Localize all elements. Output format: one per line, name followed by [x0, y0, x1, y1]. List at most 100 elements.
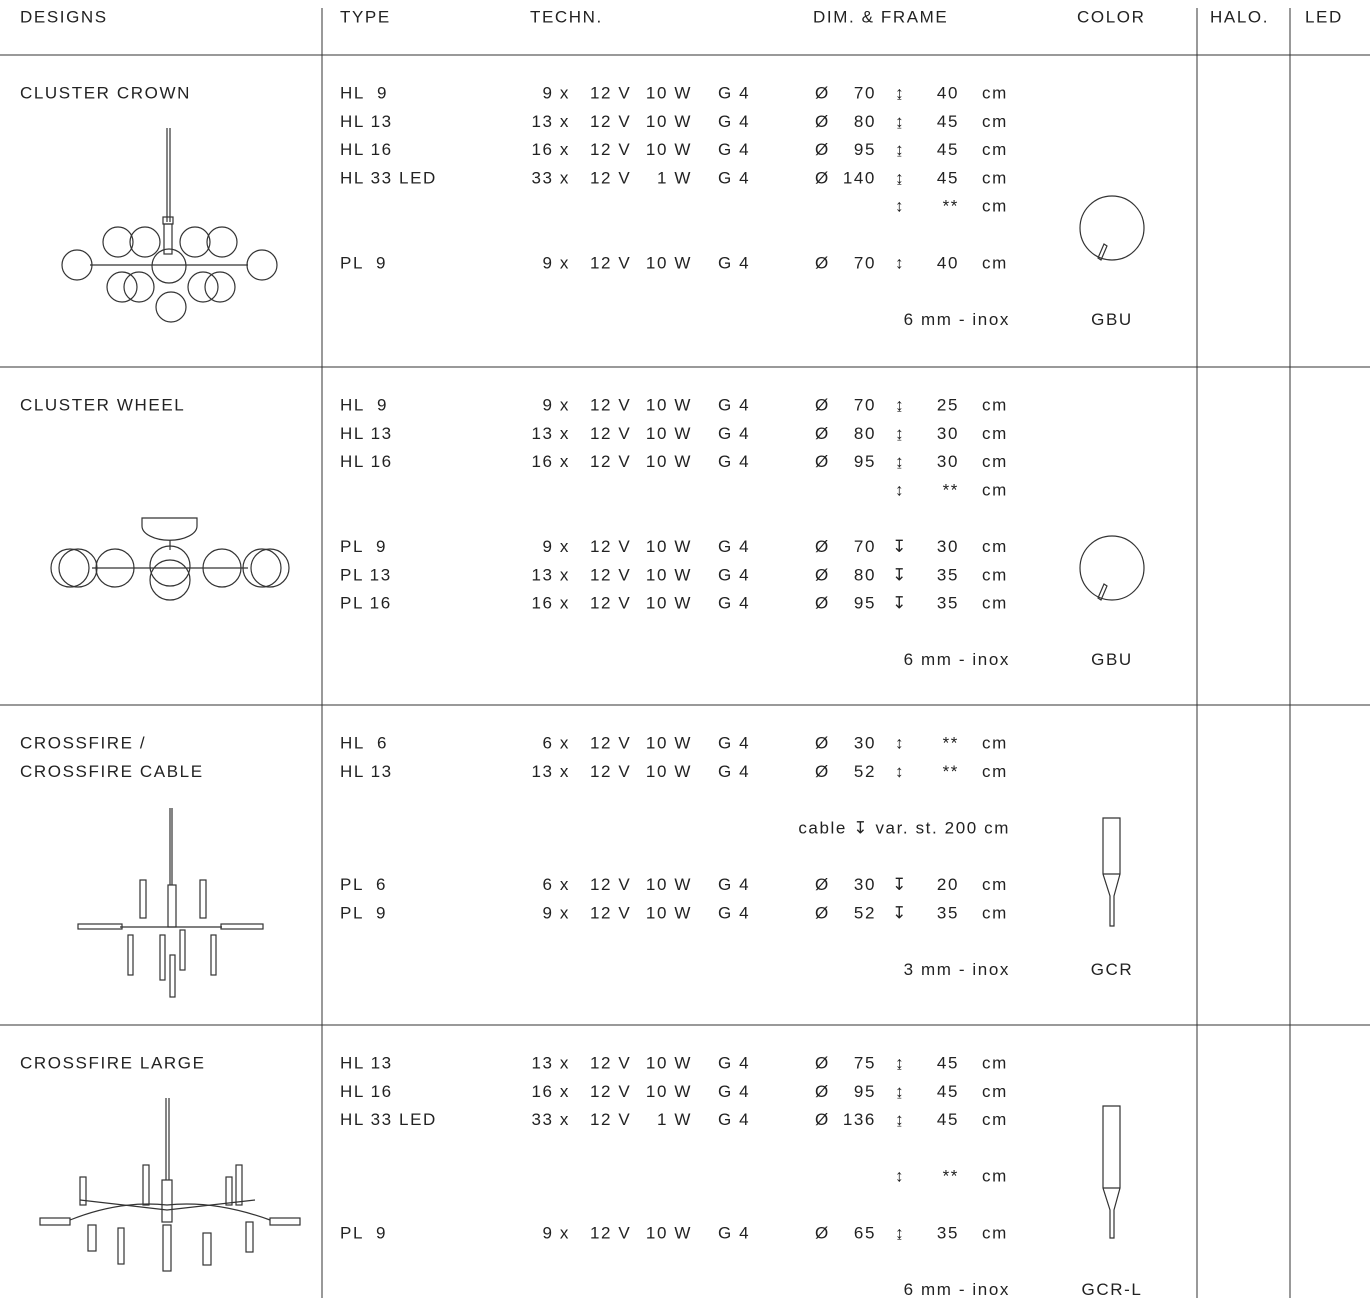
cell-hsign: ↧: [892, 594, 908, 613]
cell-unit: cm: [982, 565, 1008, 584]
cell-volt: 12 V: [590, 168, 631, 187]
cell-type: HL 33 LED: [340, 168, 437, 187]
cell-height: **: [943, 762, 959, 781]
cell-height: 35: [937, 594, 959, 613]
cell-height: 35: [937, 565, 959, 584]
frame: 3 mm - inox: [904, 960, 1010, 979]
cell-unit: cm: [982, 1082, 1008, 1101]
color-swatch: [1079, 535, 1145, 601]
cell-dia: 95: [854, 1082, 876, 1101]
cell-watt: 10 W: [646, 140, 692, 159]
cell-unit: cm: [982, 875, 1008, 894]
cell-volt: 12 V: [590, 565, 631, 584]
frame: 6 mm - inox: [904, 1280, 1010, 1298]
cell-socket: G 4: [718, 1082, 750, 1101]
illustration: [39, 1098, 301, 1272]
cell-dsign: Ø: [815, 168, 830, 187]
column-header: HALO.: [1210, 7, 1269, 26]
cell-dia: 140: [843, 168, 876, 187]
cell-hsign: ↨: [895, 112, 905, 131]
cell-height: 25: [937, 395, 959, 414]
cell-qty: 9 x: [543, 903, 570, 922]
cell-dsign: Ø: [815, 395, 830, 414]
cell-watt: 10 W: [646, 424, 692, 443]
cell-dia: 52: [854, 903, 876, 922]
cell-dsign: Ø: [815, 1053, 830, 1072]
cell-dia: 30: [854, 875, 876, 894]
cell-dsign: Ø: [815, 903, 830, 922]
cell-volt: 12 V: [590, 733, 631, 752]
cell-height: 40: [937, 83, 959, 102]
cell-hsign: ↧: [892, 903, 908, 922]
cell-volt: 12 V: [590, 594, 631, 613]
cell-type: HL 16: [340, 140, 393, 159]
cell-hsign: ↕: [895, 1167, 905, 1186]
cell-socket: G 4: [718, 594, 750, 613]
cell-qty: 6 x: [543, 875, 570, 894]
cell-dsign: Ø: [815, 594, 830, 613]
cell-height: 45: [937, 1110, 959, 1129]
cell-dsign: Ø: [815, 112, 830, 131]
cell-type: PL 6: [340, 875, 387, 894]
cell-qty: 16 x: [531, 594, 570, 613]
cell-socket: G 4: [718, 112, 750, 131]
frame: 6 mm - inox: [904, 310, 1010, 329]
cell-unit: cm: [982, 903, 1008, 922]
illustration: [50, 517, 290, 601]
color-swatch: [1102, 817, 1121, 927]
cell-socket: G 4: [718, 424, 750, 443]
cell-socket: G 4: [718, 1110, 750, 1129]
cell-qty: 6 x: [543, 733, 570, 752]
cell-socket: G 4: [718, 875, 750, 894]
column-header: DIM. & FRAME: [813, 7, 948, 26]
cell-watt: 1 W: [657, 168, 692, 187]
cell-unit: cm: [982, 1053, 1008, 1072]
cell-unit: cm: [982, 1167, 1008, 1186]
cell-type: PL 9: [340, 1223, 387, 1242]
cell-height: 45: [937, 168, 959, 187]
cell-watt: 10 W: [646, 1053, 692, 1072]
cell-unit: cm: [982, 762, 1008, 781]
cell-type: HL 6: [340, 733, 388, 752]
color-code: GBU: [1091, 650, 1133, 669]
cell-hsign: ↨: [895, 452, 905, 471]
cell-height: 30: [937, 537, 959, 556]
cell-unit: cm: [982, 1223, 1008, 1242]
cell-volt: 12 V: [590, 903, 631, 922]
cell-volt: 12 V: [590, 253, 631, 272]
cell-unit: cm: [982, 480, 1008, 499]
cell-height: 45: [937, 112, 959, 131]
cell-dia: 136: [843, 1110, 876, 1129]
cell-socket: G 4: [718, 253, 750, 272]
design-name: CLUSTER CROWN: [20, 83, 191, 102]
cell-socket: G 4: [718, 903, 750, 922]
cell-type: PL 13: [340, 565, 392, 584]
cell-socket: G 4: [718, 83, 750, 102]
cell-type: HL 16: [340, 1082, 393, 1101]
cell-height: 45: [937, 1053, 959, 1072]
cell-hsign: ↨: [895, 1223, 905, 1242]
cell-type: HL 13: [340, 1053, 393, 1072]
cell-watt: 10 W: [646, 83, 692, 102]
cell-unit: cm: [982, 197, 1008, 216]
cell-unit: cm: [982, 537, 1008, 556]
cell-hsign: ↧: [892, 537, 908, 556]
cell-height: 40: [937, 253, 959, 272]
column-header: LED: [1305, 7, 1343, 26]
cell-qty: 33 x: [531, 168, 570, 187]
cell-socket: G 4: [718, 1223, 750, 1242]
cell-height: 45: [937, 1082, 959, 1101]
cell-type: HL 9: [340, 395, 388, 414]
cell-hsign: ↨: [895, 140, 905, 159]
cell-watt: 10 W: [646, 733, 692, 752]
cell-height: **: [943, 197, 959, 216]
cell-unit: cm: [982, 83, 1008, 102]
cell-unit: cm: [982, 594, 1008, 613]
cell-hsign: ↕: [895, 480, 905, 499]
cell-qty: 9 x: [543, 395, 570, 414]
design-name: CROSSFIRE LARGE: [20, 1053, 206, 1072]
cell-dsign: Ø: [815, 83, 830, 102]
cell-hsign: ↨: [895, 1110, 905, 1129]
cell-dia: 80: [854, 112, 876, 131]
